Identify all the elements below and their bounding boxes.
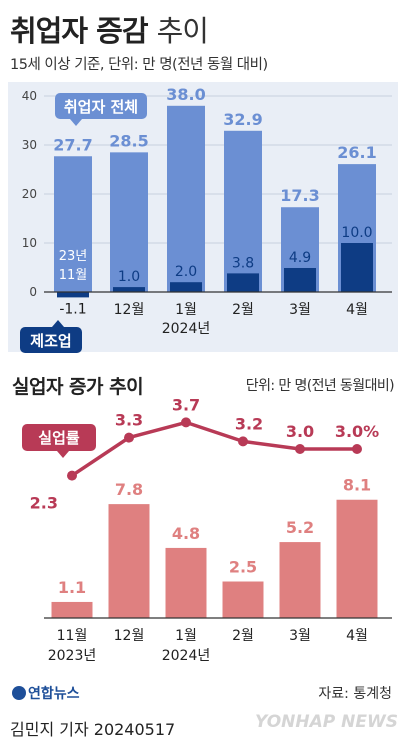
logo-text: 연합뉴스 (28, 686, 80, 702)
yonhap-logo: 연합뉴스 (12, 683, 80, 703)
line-point (181, 417, 191, 428)
line-value-label: 3.3 (115, 411, 143, 430)
bar-unemployed (108, 504, 150, 618)
legend-unemployment-rate-label: 실업률 (38, 429, 80, 447)
source-note: 자료: 통계청 (318, 686, 392, 702)
line-point (295, 444, 305, 454)
line-point (352, 444, 362, 454)
line-point (124, 432, 134, 443)
x-tick-label: 11월 (59, 268, 88, 283)
line-value-label: 3.0 (286, 422, 314, 441)
bar-total (224, 130, 262, 292)
bar-total-value-label: 27.7 (53, 135, 92, 154)
bar-manufacturing-value-label: 2.0 (175, 264, 197, 280)
bar-total-value-label: 32.9 (223, 110, 262, 129)
x-tick-label: 23년 (59, 249, 88, 264)
bar-unemployed-value-label: 2.5 (229, 558, 257, 577)
bar-total (167, 105, 205, 292)
y-tick-label: 0 (29, 285, 37, 299)
x-tick-year-label: 2024년 (162, 321, 211, 337)
bar-unemployed-value-label: 4.8 (172, 524, 200, 543)
bar-total-value-label: 28.5 (109, 131, 148, 150)
bar-manufacturing-value-label: 10.0 (341, 225, 372, 241)
page-title: 취업자 증감 추이 (10, 8, 209, 50)
section2-title: 실업자 증가 추이 (12, 376, 144, 398)
bar-manufacturing (341, 243, 373, 292)
bar-unemployed (51, 601, 93, 618)
x-tick-label: 11월 (57, 628, 88, 644)
bar-manufacturing (170, 282, 202, 292)
y-tick-label: 30 (22, 138, 37, 152)
bar-manufacturing (57, 292, 89, 298)
legend-total-label: 취업자 전체 (64, 98, 138, 116)
bar-manufacturing-value-label: 1.0 (118, 269, 140, 285)
x-tick-label: 12월 (114, 302, 145, 318)
legend-total-tag (55, 93, 147, 119)
bar-unemployed (336, 499, 378, 618)
bar-unemployed (222, 581, 264, 618)
x-tick-year-label: 2023년 (48, 648, 97, 664)
line-value-label: 3.2 (235, 414, 263, 433)
section2-unit: 단위: 만 명(전년 동월대비) (245, 378, 395, 394)
x-tick-year-label: 2024년 (162, 648, 211, 664)
bar-total-value-label: 17.3 (280, 186, 319, 205)
line-value-label: 3.0% (335, 422, 379, 441)
x-tick-label: 3월 (289, 302, 311, 318)
bar-unemployed (165, 547, 207, 618)
line-value-label: 2.3 (30, 494, 58, 513)
title-light: 추이 (156, 14, 209, 48)
x-tick-label: 1월 (175, 628, 197, 644)
x-tick-label: 2월 (232, 628, 254, 644)
bar-total (110, 152, 148, 292)
y-tick-label: 20 (22, 187, 37, 201)
bar-manufacturing-value-label: 4.9 (289, 250, 311, 266)
x-tick-label: 4월 (346, 302, 368, 318)
x-tick-label: 12월 (114, 628, 145, 644)
legend-total-pointer (70, 119, 82, 126)
chart1-subtitle: 15세 이상 기준, 단위: 만 명(전년 동월 대비) (10, 57, 268, 73)
title-bold: 취업자 증감 (10, 14, 148, 48)
bar-manufacturing-value-label: 3.8 (232, 255, 254, 271)
bar-manufacturing (227, 273, 259, 292)
legend-manufacturing-label: 제조업 (30, 332, 71, 350)
legend-manufacturing-tag (20, 327, 82, 353)
legend-manufacturing-pointer (52, 320, 64, 327)
bar-total-value-label: 38.0 (166, 85, 205, 104)
bar-manufacturing (284, 267, 316, 292)
bar-total (54, 156, 92, 292)
legend-unemployment-rate-pointer (57, 451, 69, 458)
bar-unemployed (279, 542, 321, 618)
line-point (238, 436, 248, 447)
x-tick-label: 2월 (232, 302, 254, 318)
watermark: YONHAP NEWS (255, 712, 398, 732)
bar-unemployed-value-label: 8.1 (343, 476, 371, 495)
logo-mark-icon (12, 686, 26, 700)
y-tick-label: 10 (22, 236, 37, 250)
legend-unemployment-rate-tag (22, 424, 96, 451)
x-tick-label: 1월 (175, 302, 197, 318)
y-tick-label: 40 (22, 89, 37, 103)
bar-unemployed-value-label: 1.1 (58, 578, 86, 597)
bar-unemployed-value-label: 7.8 (115, 480, 143, 499)
x-tick-label: 4월 (346, 628, 368, 644)
byline: 김민지 기자 20240517 (10, 720, 176, 739)
bar-manufacturing-value-label: -1.1 (59, 301, 86, 317)
bar-unemployed-value-label: 5.2 (286, 518, 314, 537)
line-unemployment-rate (71, 420, 357, 478)
x-tick-label: 3월 (289, 628, 311, 644)
bar-total-value-label: 26.1 (337, 143, 376, 162)
bar-manufacturing (113, 287, 145, 292)
line-point (67, 470, 77, 481)
line-value-label: 3.7 (172, 395, 200, 414)
